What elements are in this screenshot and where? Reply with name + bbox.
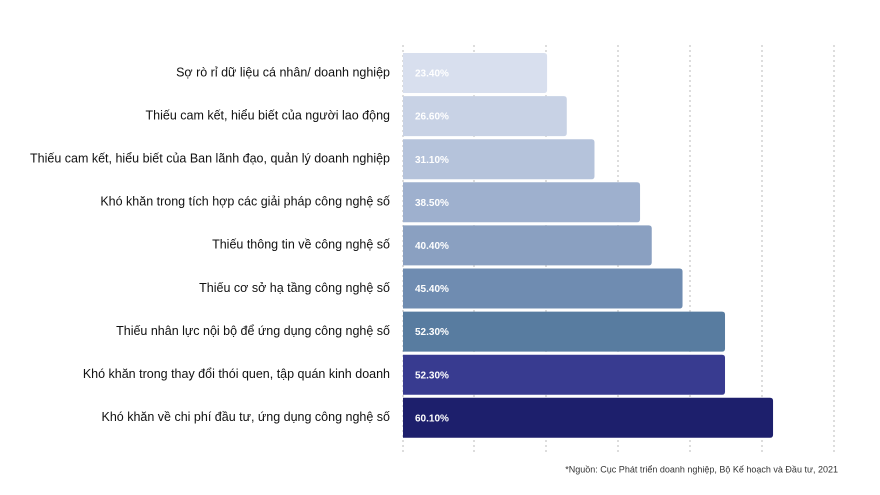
category-label: Thiếu thông tin về công nghệ số [212,238,390,252]
category-label: Khó khăn về chi phí đầu tư, ứng dụng côn… [102,410,391,424]
category-label: Thiếu nhân lực nội bộ để ứng dụng công n… [116,324,390,338]
bar [403,311,726,352]
category-label: Thiếu cam kết, hiểu biết của Ban lãnh đạ… [30,151,390,165]
category-label: Thiếu cam kết, hiểu biết của người lao đ… [146,108,391,122]
value-label: 52.30% [415,370,449,381]
bar [403,96,567,137]
value-label: 52.30% [415,327,449,338]
bar [403,225,652,266]
bar [403,139,595,180]
source-note: *Nguồn: Cục Phát triển doanh nghiệp, Bộ … [565,464,838,474]
bar [403,354,726,395]
value-label: 26.60% [415,112,449,123]
value-label: 23.40% [415,69,449,80]
category-label: Khó khăn trong tích hợp các giải pháp cô… [100,195,390,209]
bar [403,53,548,93]
value-label: 45.40% [415,284,449,295]
value-label: 60.10% [415,413,449,424]
value-label: 31.10% [415,155,449,166]
bar [403,268,683,309]
category-label: Thiếu cơ sở hạ tầng công nghệ số [199,281,390,295]
bar [403,182,641,223]
value-label: 40.40% [415,241,449,252]
value-label: 38.50% [415,198,449,209]
category-label: Khó khăn trong thay đổi thói quen, tập q… [83,367,390,381]
bar [403,397,774,438]
category-label: Sợ rò rỉ dữ liệu cá nhân/ doanh nghiệp [176,65,390,79]
